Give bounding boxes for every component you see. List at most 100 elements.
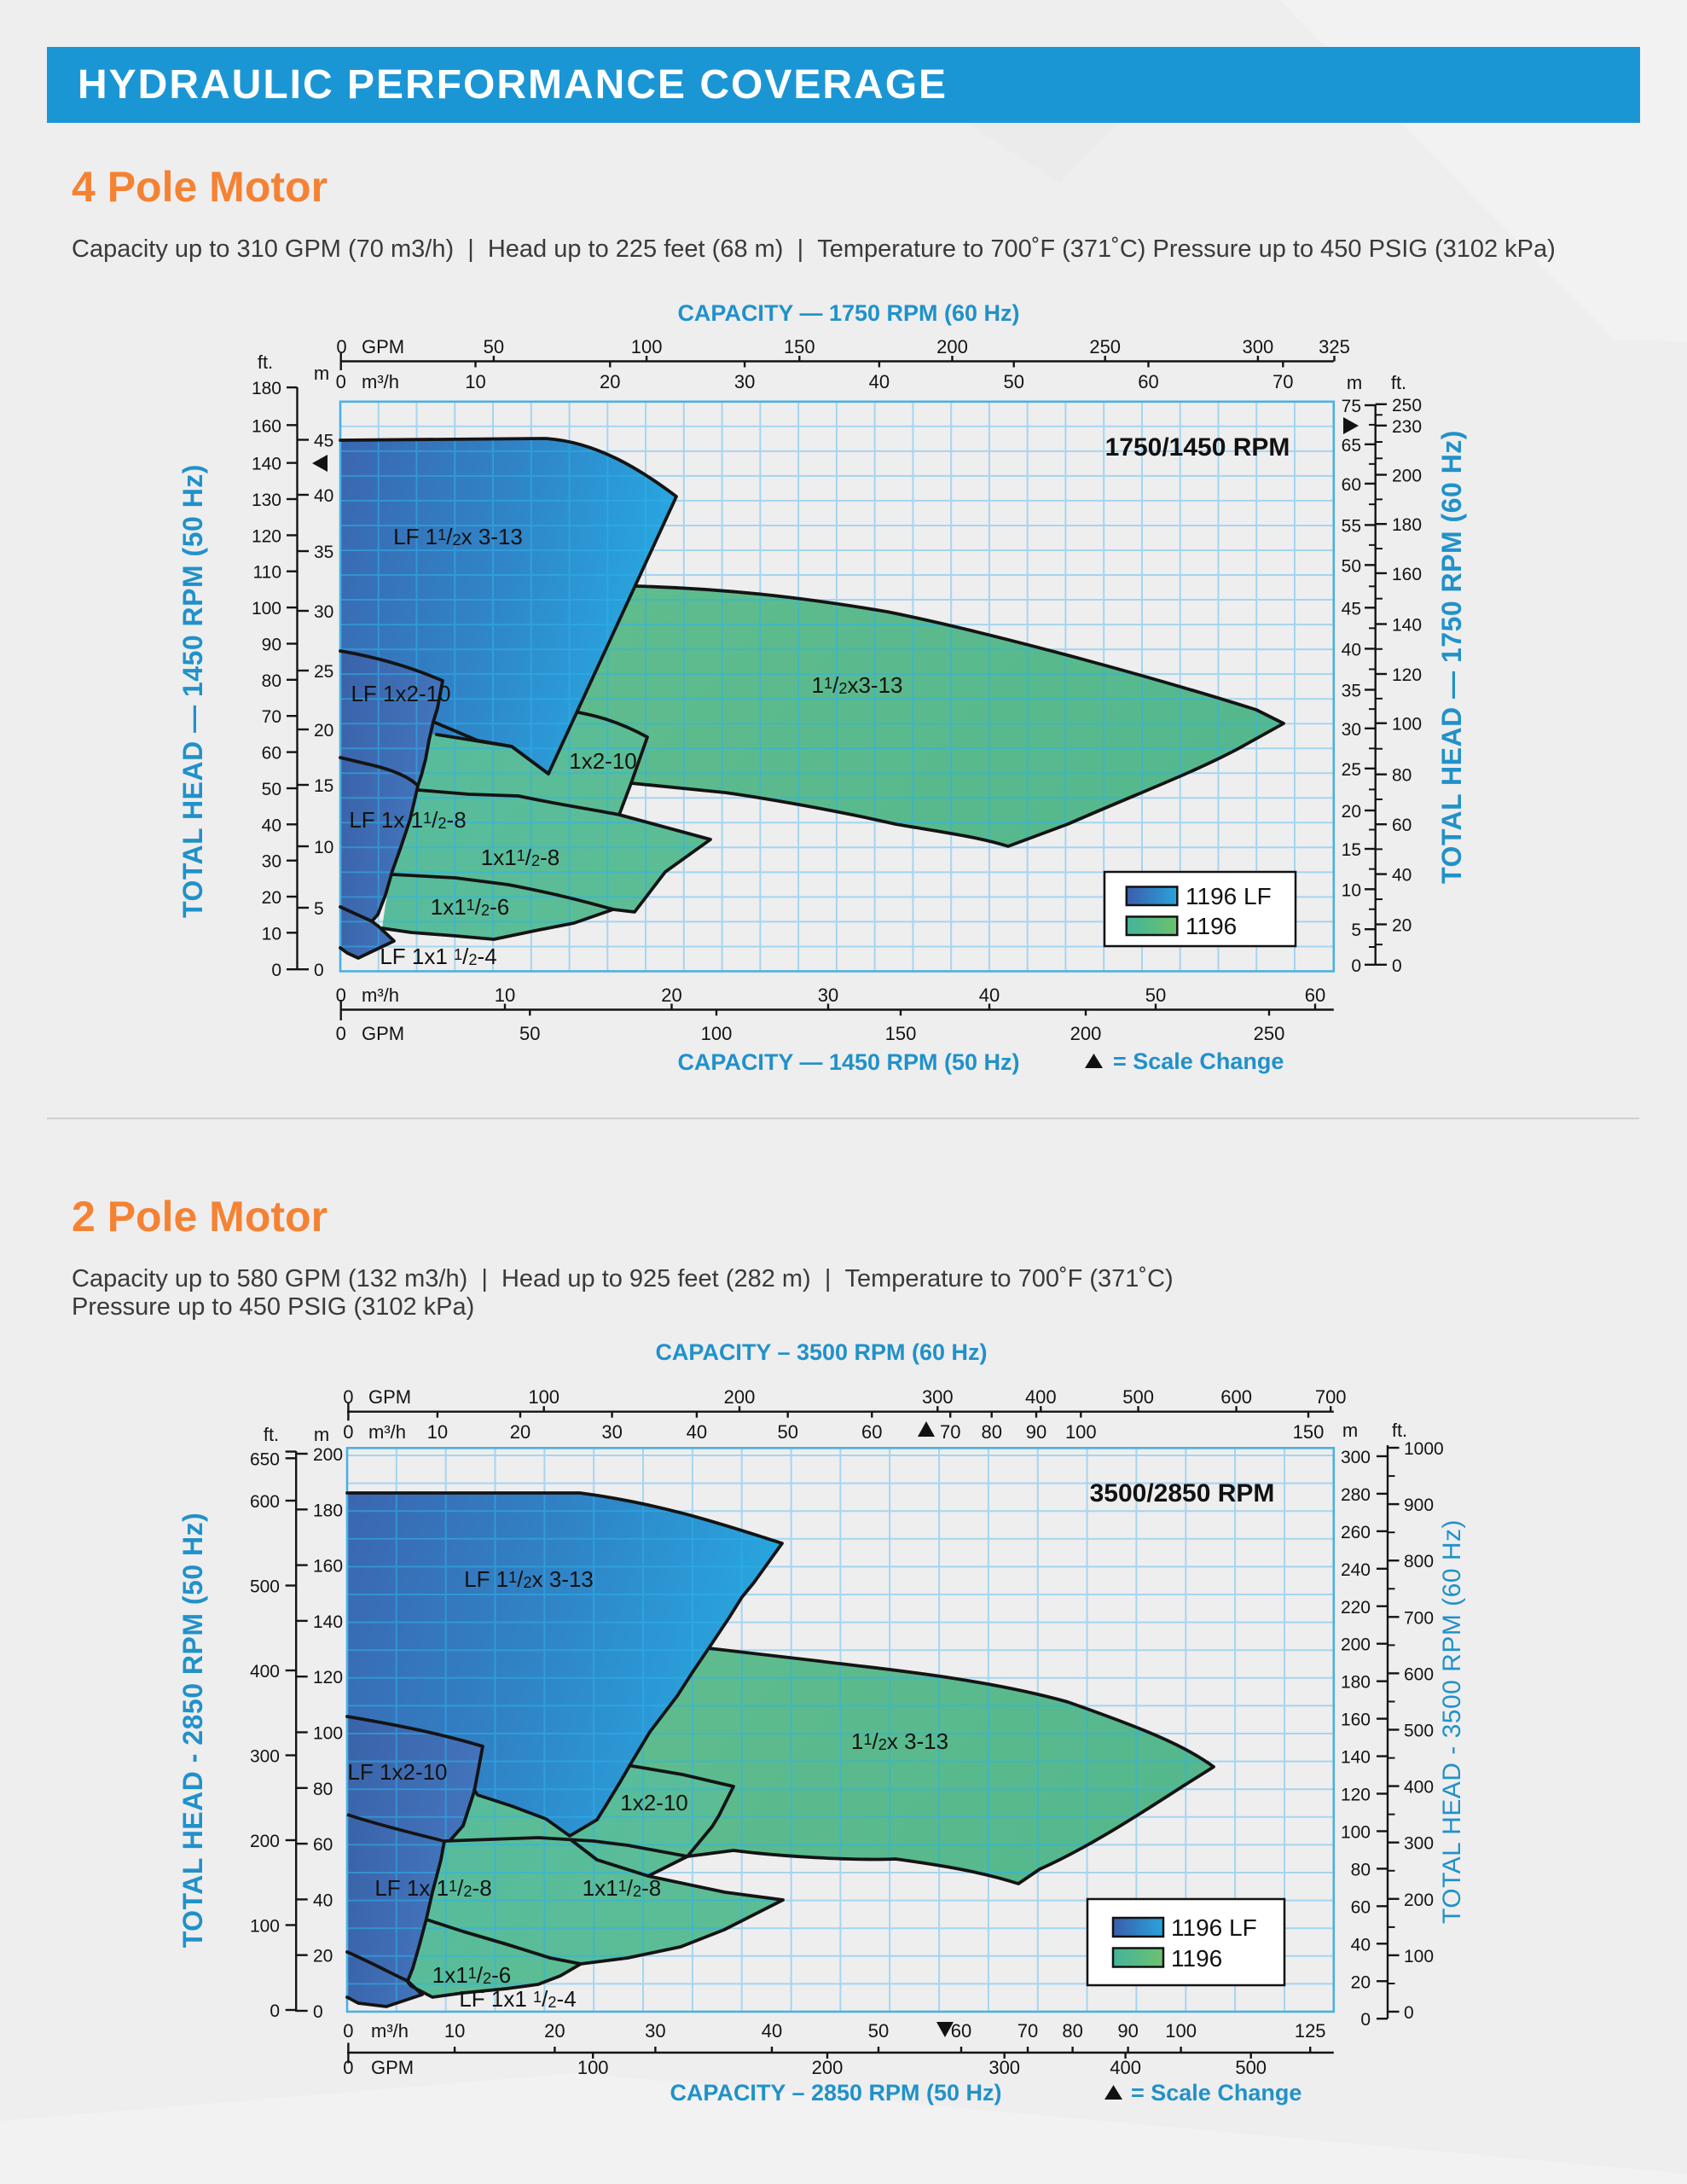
svg-text:TOTAL HEAD — 1750 RPM (60 Hz): TOTAL HEAD — 1750 RPM (60 Hz) bbox=[1436, 430, 1467, 884]
svg-text:70: 70 bbox=[262, 707, 281, 727]
svg-text:20: 20 bbox=[1351, 1972, 1371, 1992]
svg-text:140: 140 bbox=[1341, 1748, 1371, 1768]
svg-text:35: 35 bbox=[1342, 682, 1361, 701]
svg-text:60: 60 bbox=[1351, 1897, 1371, 1917]
svg-text:0: 0 bbox=[314, 961, 324, 980]
svg-text:25: 25 bbox=[314, 662, 333, 682]
svg-text:280: 280 bbox=[1341, 1485, 1371, 1505]
svg-text:m³/h: m³/h bbox=[368, 1421, 406, 1443]
svg-text:TOTAL HEAD — 1450 RPM (50 Hz): TOTAL HEAD — 1450 RPM (50 Hz) bbox=[177, 464, 208, 918]
svg-text:20: 20 bbox=[1342, 802, 1361, 822]
svg-text:20: 20 bbox=[262, 888, 281, 908]
svg-text:0: 0 bbox=[336, 336, 346, 357]
svg-text:700: 700 bbox=[1404, 1608, 1434, 1628]
svg-text:25: 25 bbox=[1342, 760, 1361, 780]
svg-text:40: 40 bbox=[687, 1421, 707, 1443]
svg-text:1x2-10: 1x2-10 bbox=[620, 1790, 688, 1815]
svg-text:0: 0 bbox=[343, 2020, 353, 2042]
svg-text:70: 70 bbox=[1017, 2020, 1038, 2042]
svg-text:30: 30 bbox=[601, 1421, 622, 1443]
svg-text:120: 120 bbox=[1341, 1786, 1371, 1805]
svg-text:150: 150 bbox=[1293, 1421, 1325, 1443]
svg-text:100: 100 bbox=[250, 1917, 280, 1937]
svg-text:70: 70 bbox=[940, 1421, 960, 1443]
svg-text:40: 40 bbox=[1392, 866, 1412, 886]
svg-text:0: 0 bbox=[343, 2057, 353, 2078]
svg-text:15: 15 bbox=[314, 776, 333, 796]
svg-text:100: 100 bbox=[1165, 2020, 1197, 2042]
svg-text:10: 10 bbox=[262, 924, 281, 944]
svg-text:400: 400 bbox=[1110, 2057, 1141, 2078]
svg-text:50: 50 bbox=[262, 780, 281, 799]
svg-text:500: 500 bbox=[250, 1577, 280, 1597]
svg-text:80: 80 bbox=[1062, 2020, 1082, 2042]
svg-text:50: 50 bbox=[868, 2020, 889, 2042]
svg-text:CAPACITY – 3500 RPM (60 Hz): CAPACITY – 3500 RPM (60 Hz) bbox=[655, 1339, 987, 1365]
svg-text:1000: 1000 bbox=[1404, 1439, 1444, 1459]
svg-text:200: 200 bbox=[1070, 1023, 1102, 1044]
svg-text:60: 60 bbox=[1392, 816, 1412, 835]
svg-text:10: 10 bbox=[314, 838, 333, 857]
svg-text:ft.: ft. bbox=[258, 351, 273, 373]
svg-text:300: 300 bbox=[1404, 1834, 1434, 1854]
svg-text:20: 20 bbox=[661, 985, 681, 1006]
svg-text:1750/1450 RPM: 1750/1450 RPM bbox=[1105, 433, 1290, 462]
svg-text:55: 55 bbox=[1342, 516, 1361, 536]
svg-text:80: 80 bbox=[1392, 766, 1412, 786]
svg-text:200: 200 bbox=[313, 1445, 343, 1465]
svg-text:TOTAL HEAD - 2850 RPM (50 Hz): TOTAL HEAD - 2850 RPM (50 Hz) bbox=[177, 1513, 208, 1949]
svg-text:= Scale Change: = Scale Change bbox=[1131, 2080, 1301, 2106]
svg-text:500: 500 bbox=[1122, 1386, 1154, 1408]
svg-text:10: 10 bbox=[495, 985, 515, 1006]
svg-text:150: 150 bbox=[885, 1023, 917, 1044]
svg-text:m³/h: m³/h bbox=[362, 985, 399, 1006]
svg-text:100: 100 bbox=[528, 1386, 559, 1408]
svg-text:40: 40 bbox=[762, 2020, 782, 2042]
svg-text:LF 1x 11/2-8: LF 1x 11/2-8 bbox=[349, 807, 466, 833]
svg-text:100: 100 bbox=[577, 2057, 609, 2078]
svg-text:600: 600 bbox=[1220, 1386, 1252, 1408]
svg-text:125: 125 bbox=[1295, 2020, 1326, 2042]
svg-text:300: 300 bbox=[1341, 1448, 1371, 1467]
svg-text:300: 300 bbox=[1243, 336, 1274, 357]
svg-text:500: 500 bbox=[1404, 1722, 1434, 1741]
svg-text:0: 0 bbox=[270, 2001, 280, 2021]
svg-text:m: m bbox=[1347, 372, 1362, 393]
svg-text:40: 40 bbox=[979, 985, 1000, 1006]
svg-text:230: 230 bbox=[1392, 417, 1422, 437]
svg-text:180: 180 bbox=[313, 1501, 343, 1520]
svg-text:= Scale Change: = Scale Change bbox=[1113, 1048, 1284, 1074]
svg-text:20: 20 bbox=[544, 2020, 565, 2042]
svg-text:400: 400 bbox=[250, 1662, 280, 1682]
svg-text:0: 0 bbox=[271, 961, 281, 980]
svg-text:10: 10 bbox=[427, 1421, 448, 1443]
svg-text:900: 900 bbox=[1404, 1496, 1434, 1515]
svg-text:50: 50 bbox=[1342, 556, 1361, 576]
svg-text:GPM: GPM bbox=[362, 1023, 404, 1044]
svg-text:30: 30 bbox=[818, 985, 838, 1006]
svg-text:ft.: ft. bbox=[264, 1424, 279, 1445]
svg-text:150: 150 bbox=[784, 336, 815, 357]
svg-text:260: 260 bbox=[1341, 1523, 1371, 1542]
svg-text:100: 100 bbox=[1404, 1947, 1434, 1966]
svg-text:m³/h: m³/h bbox=[362, 371, 399, 392]
svg-text:75: 75 bbox=[1342, 397, 1361, 416]
svg-text:40: 40 bbox=[262, 816, 281, 835]
svg-text:90: 90 bbox=[1026, 1421, 1046, 1443]
svg-text:LF 1x2-10: LF 1x2-10 bbox=[347, 1759, 447, 1785]
svg-text:60: 60 bbox=[1305, 985, 1325, 1006]
svg-text:30: 30 bbox=[734, 371, 755, 392]
svg-text:100: 100 bbox=[1065, 1421, 1097, 1443]
svg-text:0: 0 bbox=[1404, 2003, 1414, 2023]
svg-text:50: 50 bbox=[1145, 985, 1166, 1006]
svg-text:ft.: ft. bbox=[1391, 372, 1406, 393]
svg-text:45: 45 bbox=[1342, 599, 1361, 619]
svg-text:m: m bbox=[1342, 1420, 1358, 1441]
svg-text:650: 650 bbox=[250, 1449, 280, 1469]
svg-text:60: 60 bbox=[1342, 475, 1361, 495]
svg-text:100: 100 bbox=[1341, 1822, 1371, 1842]
svg-text:10: 10 bbox=[444, 2020, 465, 2042]
svg-text:200: 200 bbox=[1341, 1635, 1371, 1655]
svg-text:20: 20 bbox=[314, 721, 333, 741]
svg-text:180: 180 bbox=[1392, 515, 1422, 535]
